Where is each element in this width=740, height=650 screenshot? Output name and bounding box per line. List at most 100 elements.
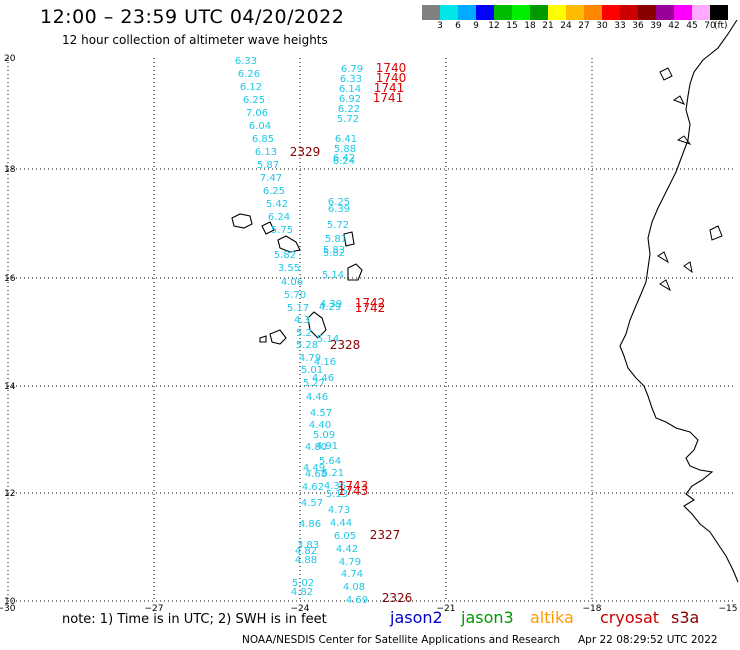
wave-height-value: 6.79 <box>341 64 363 75</box>
wave-height-value: 6.05 <box>334 531 356 542</box>
wave-height-value: 5.14 <box>317 334 339 345</box>
island <box>259 335 267 343</box>
map-subtitle: 12 hour collection of altimeter wave hei… <box>62 33 328 47</box>
wave-height-value: 6.92 <box>339 94 361 105</box>
wave-height-value: 4.74 <box>341 569 363 580</box>
wave-height-value: 4.79 <box>339 557 361 568</box>
wave-height-value: 6.24 <box>268 212 290 223</box>
satellite-legend-cryosat: cryosat <box>600 608 660 627</box>
latitude-label: 16 <box>4 274 16 284</box>
color-scale-tick-label: 45 <box>686 21 698 31</box>
color-scale-swatch <box>440 5 458 20</box>
color-scale-swatch <box>674 5 692 20</box>
wave-height-value: 4.82 <box>295 546 317 557</box>
wave-height-value: 4.80 <box>305 442 327 453</box>
longitude-label: −24 <box>291 604 310 614</box>
color-scale-swatch <box>656 5 674 20</box>
color-scale-tick-label: 70 <box>704 21 716 31</box>
color-scale-swatch <box>476 5 494 20</box>
wave-height-value: 5.82 <box>323 248 345 259</box>
color-scale-swatch <box>512 5 530 20</box>
color-scale-bar <box>422 5 728 20</box>
wave-height-value: 6.25 <box>243 95 265 106</box>
wave-height-value: 6.13 <box>255 147 277 158</box>
latitude-label: 12 <box>4 489 15 499</box>
pass-time-label: 2326 <box>382 591 413 605</box>
wave-height-value: 4.3 <box>294 315 310 326</box>
wave-height-value: 4.16 <box>314 357 336 368</box>
wave-height-value: 5.75 <box>271 225 293 236</box>
map-frame <box>7 58 736 602</box>
wave-height-value: 7.47 <box>260 173 282 184</box>
wave-height-value: 4.06 <box>281 277 303 288</box>
pass-time-label: 2328 <box>330 338 361 352</box>
wave-height-value: 5.87 <box>257 160 279 171</box>
color-scale-tick-label: 27 <box>578 21 590 31</box>
pass-time-label: 1743 <box>338 484 369 498</box>
pass-time-label: 1742 <box>355 301 386 315</box>
color-scale-tick-label: 24 <box>560 21 572 31</box>
pass-time-label: 2327 <box>370 528 401 542</box>
credit-text: NOAA/NESDIS Center for Satellite Applica… <box>242 634 560 646</box>
longitude-label: −27 <box>145 604 164 614</box>
wave-height-value: 4.86 <box>299 519 321 530</box>
lat-lon-grid <box>8 58 736 601</box>
wave-height-value: 4.44 <box>330 518 352 529</box>
color-scale-tick-label: 18 <box>524 21 536 31</box>
wave-height-value: 5.64 <box>319 456 341 467</box>
color-scale-tick-label: 9 <box>473 21 479 31</box>
wave-track-a: 6.33 6.26 6.12 6.25 7.06 6.04 6.85 6.13 5.87 7.47… <box>235 56 328 598</box>
wave-height-value: 4.73 <box>328 505 350 516</box>
pass-time-label: 1741 <box>373 91 404 105</box>
color-scale-swatch <box>566 5 584 20</box>
longitude-label: −15 <box>719 604 738 614</box>
pass-time-label: 1741 <box>374 81 405 95</box>
wave-height-value: 5.21 <box>322 468 344 479</box>
wave-height-value: 4.08 <box>343 582 365 593</box>
wave-height-value: 4.69 <box>346 595 368 606</box>
wave-height-value: 4.49 <box>303 463 325 474</box>
generated-timestamp: Apr 22 08:29:52 UTC 2022 <box>578 634 718 646</box>
wave-height-value: 5.02 <box>292 578 314 589</box>
wave-height-value: 5.01 <box>301 365 323 376</box>
island <box>307 311 327 339</box>
island <box>231 213 253 229</box>
color-scale-tick-label: 30 <box>596 21 608 31</box>
satellite-legend-altika: altika <box>530 608 574 627</box>
wave-height-value: 4.62 <box>302 482 324 493</box>
coast-inlet <box>657 67 723 292</box>
axis-labels: −30 −27 −24 −21 −18 −15 20 18 16 14 12 10 <box>0 54 738 614</box>
island <box>347 263 363 281</box>
wave-height-value: 6.33 <box>340 74 362 85</box>
wave-height-value: 6.41 <box>335 134 357 145</box>
wave-height-value: 5.82 <box>274 250 296 261</box>
wave-height-value: 5.28 <box>296 340 318 351</box>
longitude-label: −30 <box>0 604 16 614</box>
wave-height-value: 4.91 <box>316 441 338 452</box>
island <box>343 231 355 247</box>
color-scale-swatch <box>494 5 512 20</box>
color-scale-tick-label: 39 <box>650 21 662 31</box>
wave-height-value: 5.42 <box>266 199 288 210</box>
pass-time-label: 1743 <box>338 479 369 493</box>
color-scale-labels: 3 6 9 12 15 18 21 24 27 30 33 36 39 42 45 70 <box>422 21 728 33</box>
wave-height-value: 6.04 <box>249 121 271 132</box>
color-scale-tick-label: 6 <box>455 21 461 31</box>
pass-time-label: 1740 <box>376 71 407 85</box>
wave-height-value: 6.14 <box>339 84 361 95</box>
color-scale-swatch <box>458 5 476 20</box>
latitude-label: 10 <box>4 597 16 607</box>
island <box>277 235 301 253</box>
color-scale-tick-label: 36 <box>632 21 644 31</box>
pass-time-label: 1740 <box>376 61 407 75</box>
wave-height-value: 5.88 <box>334 144 356 155</box>
wave-height-value: 5.2 <box>296 328 312 339</box>
color-scale-tick-label: 33 <box>614 21 626 31</box>
wave-height-value: 5.17 <box>287 303 309 314</box>
island <box>269 329 287 345</box>
wave-height-value: 6.22 <box>338 104 360 115</box>
wave-height-value: 5.14 <box>322 270 344 281</box>
color-scale-unit: (ft) <box>714 21 728 31</box>
color-scale-swatch <box>602 5 620 20</box>
wave-height-value: 4.68 <box>305 469 327 480</box>
